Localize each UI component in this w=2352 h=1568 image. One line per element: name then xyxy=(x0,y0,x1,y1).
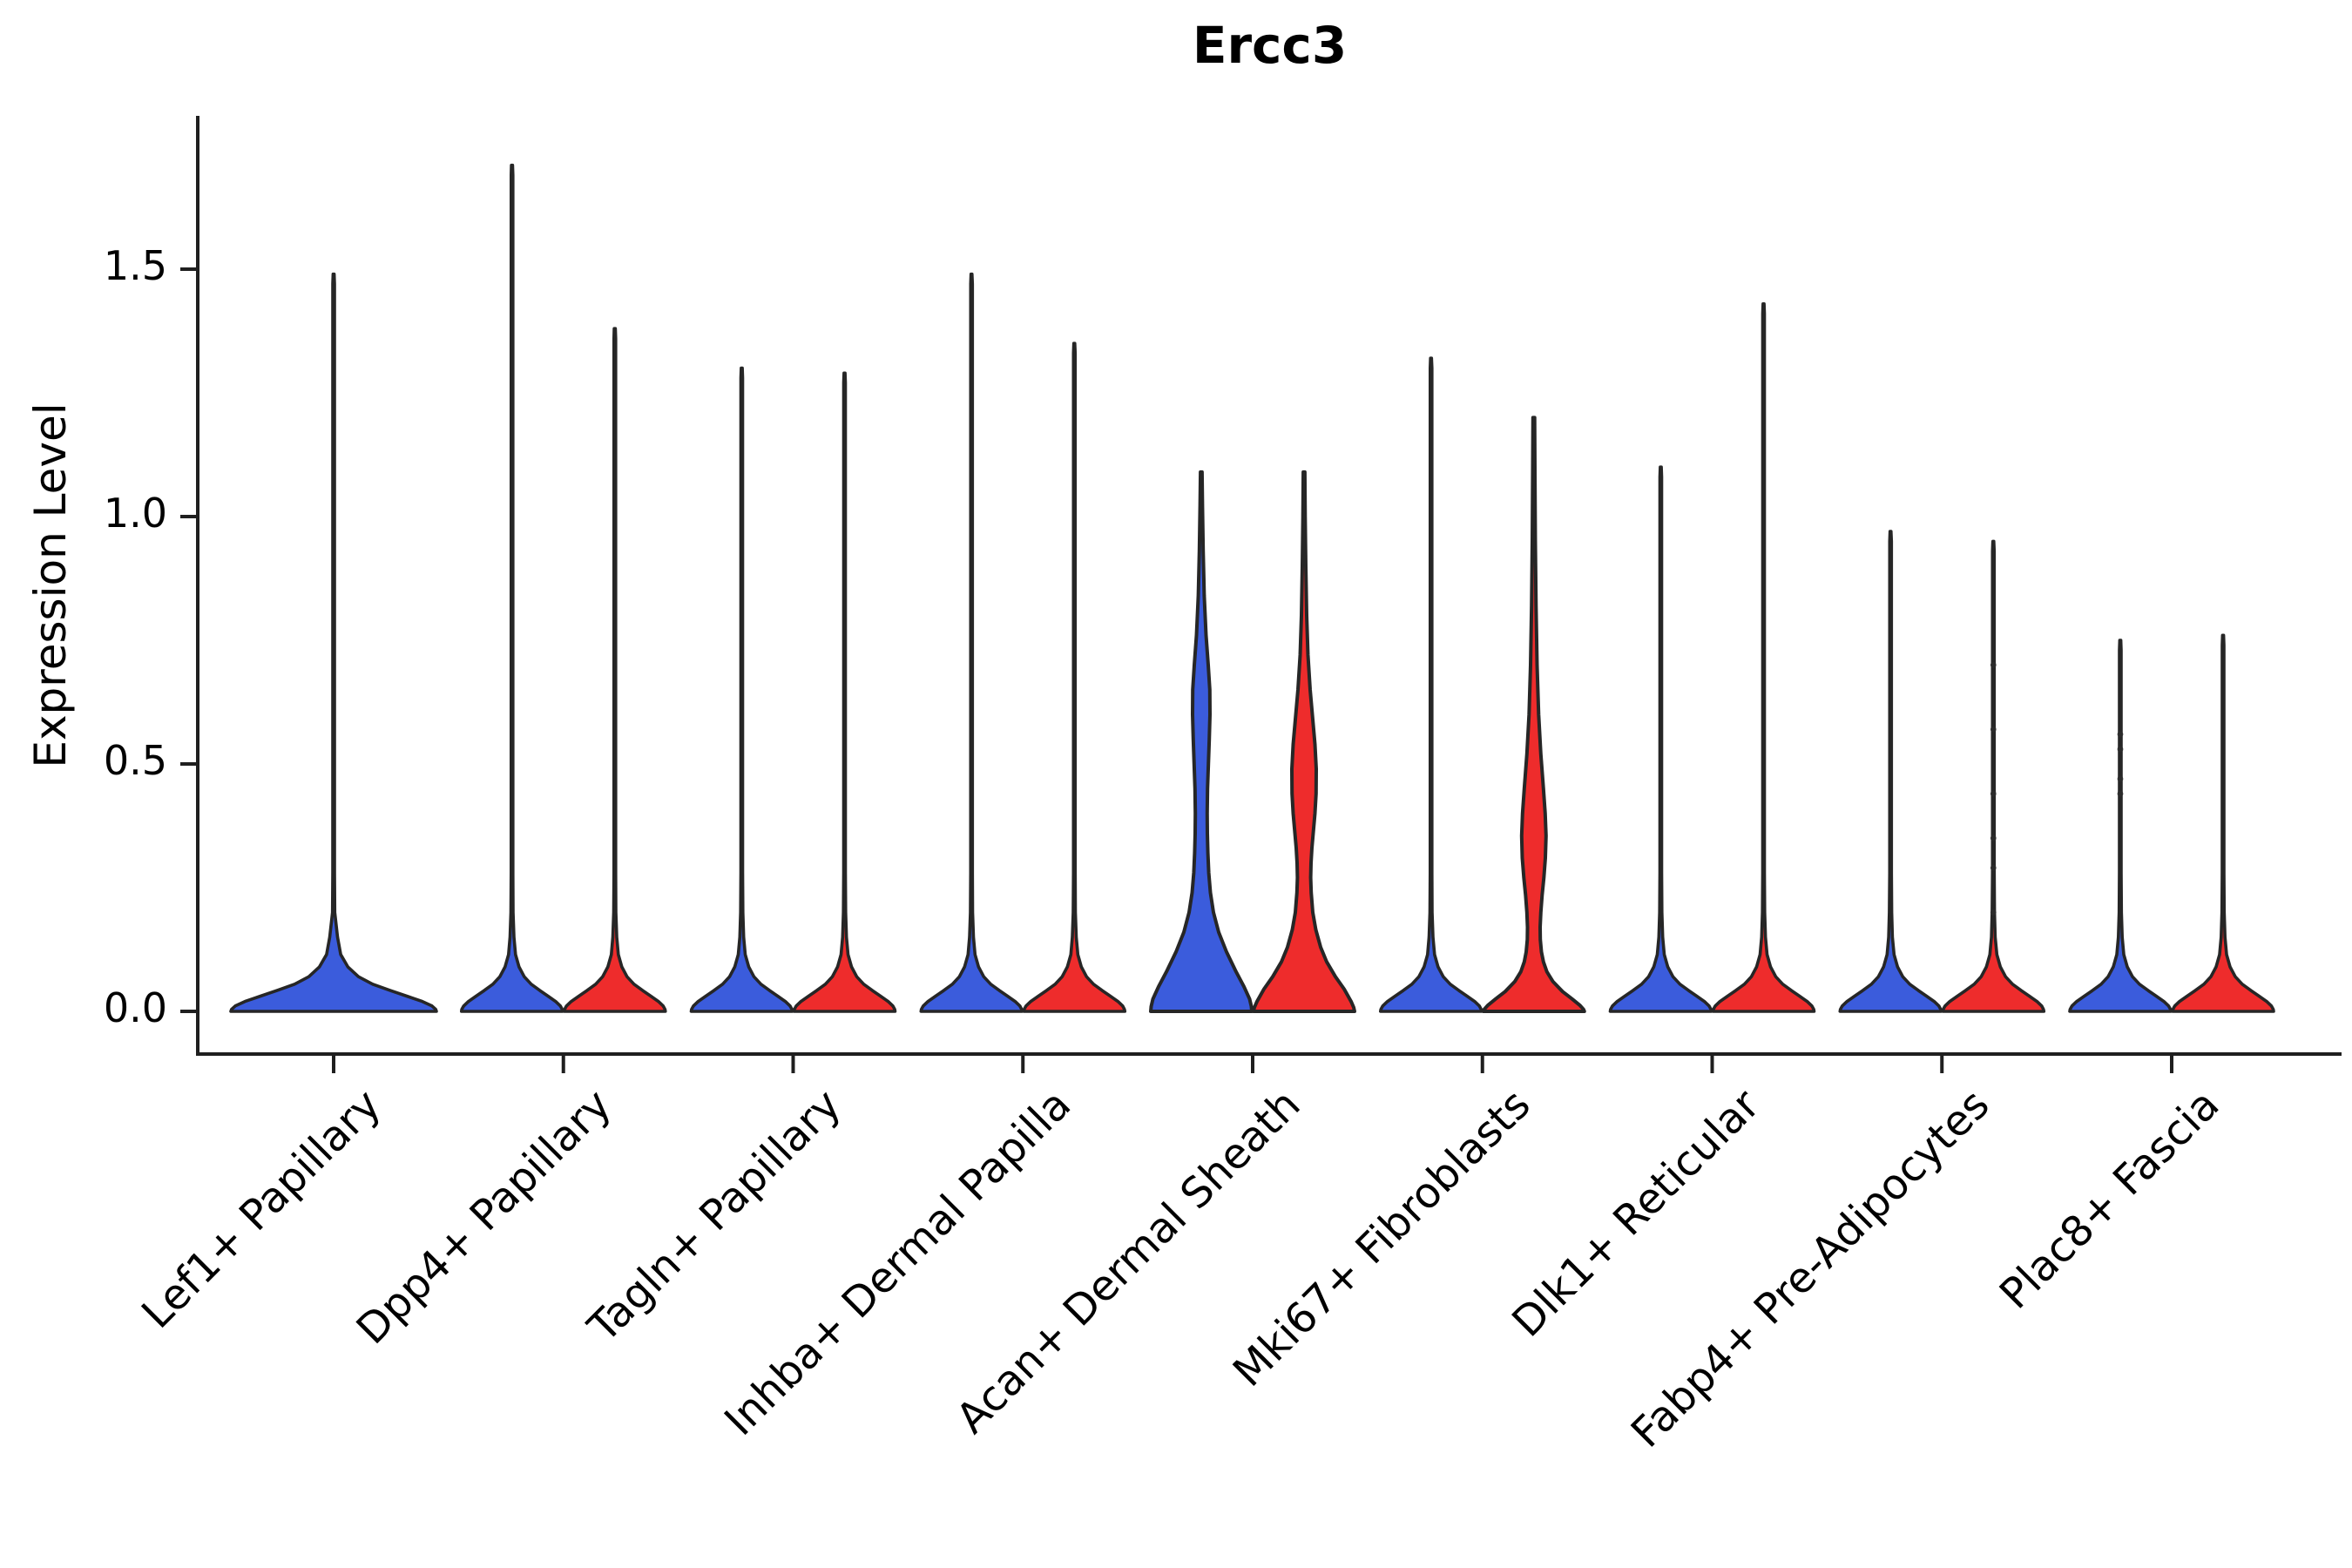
y-tick-label: 0.5 xyxy=(103,737,167,784)
violin-spike xyxy=(229,272,438,1013)
violin-spike xyxy=(460,163,564,1013)
expression-dot xyxy=(2117,746,2124,753)
expression-dot xyxy=(1990,909,1997,916)
expression-dot xyxy=(2117,775,2124,782)
violin-spike xyxy=(1022,341,1127,1013)
violin-spike xyxy=(792,371,897,1013)
chart-title: Ercc3 xyxy=(1192,16,1348,75)
violin-spike xyxy=(1838,530,1943,1013)
violin-spike xyxy=(1379,356,1484,1013)
violin-spike xyxy=(689,366,794,1013)
violin-spike xyxy=(2171,633,2275,1013)
y-axis-label: Expression Level xyxy=(25,402,76,768)
violin-spike xyxy=(1711,302,1816,1013)
violin-body xyxy=(1481,416,1586,1013)
y-tick-label: 1.0 xyxy=(103,490,167,537)
violin-spike xyxy=(919,272,1024,1013)
violin-spike xyxy=(563,327,667,1013)
violin-spike xyxy=(1608,465,1713,1013)
violin-body xyxy=(1149,470,1254,1013)
expression-dot xyxy=(1990,790,1997,797)
y-tick-label: 1.5 xyxy=(103,242,167,289)
violin-body xyxy=(1252,470,1356,1013)
expression-dot xyxy=(1990,864,1997,871)
expression-dot xyxy=(2117,731,2124,738)
violin-spike xyxy=(2068,639,2173,1013)
y-tick-label: 0.0 xyxy=(103,984,167,1031)
violin-spike xyxy=(1941,539,2046,1013)
expression-dot xyxy=(1990,726,1997,733)
expression-dot xyxy=(1990,662,1997,668)
expression-dot xyxy=(1990,835,1997,841)
expression-dot xyxy=(2117,790,2124,797)
